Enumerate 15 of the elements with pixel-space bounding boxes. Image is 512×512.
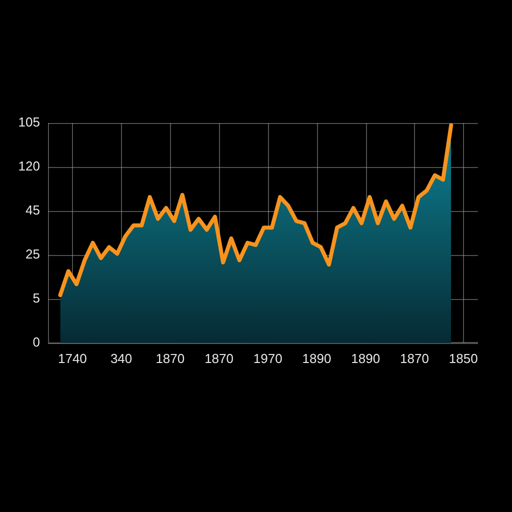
text: 1740 [58, 351, 87, 366]
text: 1970 [253, 351, 282, 366]
text: 1890 [351, 351, 380, 366]
text: 1870 [156, 351, 185, 366]
text: 105 [18, 114, 40, 130]
text: 25 [26, 246, 40, 262]
text: 0 [32, 334, 40, 350]
text: 1890 [302, 351, 332, 366]
text: 1870 [400, 351, 429, 366]
text: 5 [32, 290, 40, 306]
text: 1870 [204, 351, 234, 366]
text: 45 [26, 202, 40, 218]
text: 340 [110, 351, 132, 366]
text: 120 [18, 158, 40, 174]
text: 1850 [448, 351, 478, 366]
